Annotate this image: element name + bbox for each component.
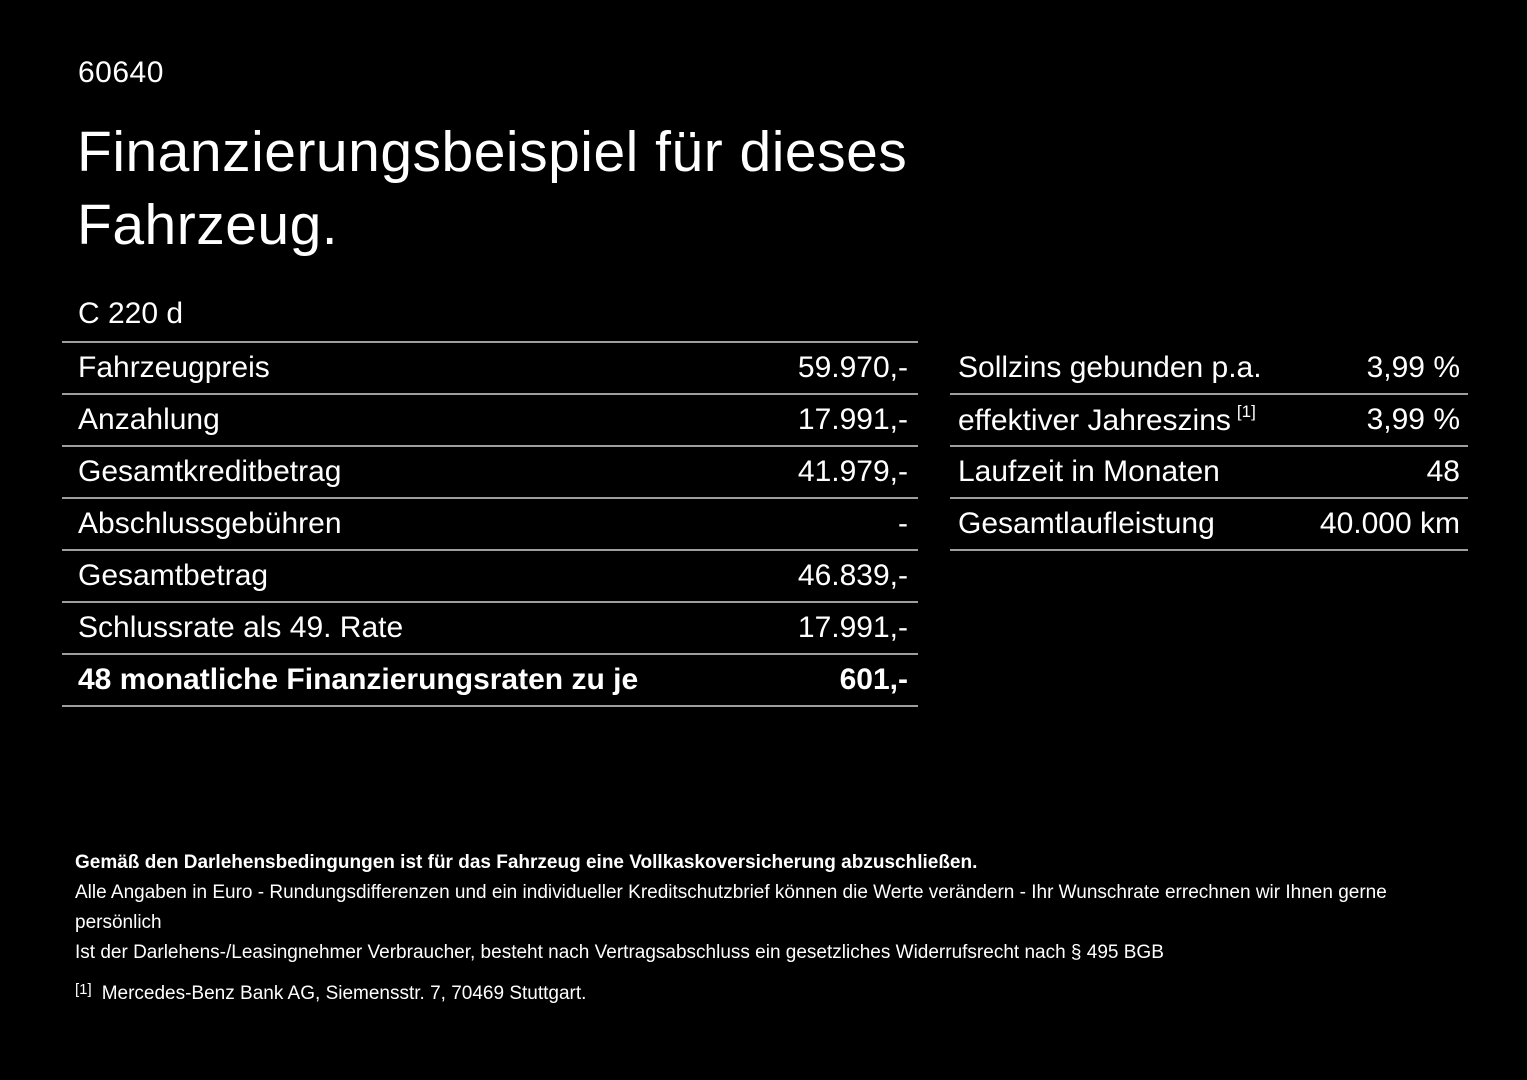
footnote-marker: [1] [1236, 402, 1256, 421]
finance-row-monthly-rate: 48 monatliche Finanzierungsraten zu je 6… [62, 655, 918, 707]
row-value: 59.970,- [797, 351, 908, 384]
row-value: 17.991,- [797, 403, 908, 436]
footnotes: Gemäß den Darlehensbedingungen ist für d… [75, 848, 1455, 1009]
finance-row-down-payment: Anzahlung 17.991,- [62, 395, 918, 447]
finance-row-total-credit: Gesamtkreditbetrag 41.979,- [62, 447, 918, 499]
disclaimer-note: Alle Angaben in Euro - Rundungsdifferenz… [75, 882, 1387, 933]
row-label: Abschlussgebühren [78, 507, 342, 540]
row-label: Sollzins gebunden p.a. [958, 351, 1262, 384]
page-title: Finanzierungsbeispiel für dieses Fahrzeug… [77, 116, 907, 262]
row-value: 3,99 % [1366, 351, 1460, 384]
footnote-marker: [1] [75, 981, 92, 998]
finance-row-vehicle-price: Fahrzeugpreis 59.970,- [62, 343, 918, 395]
condition-row-term-months: Laufzeit in Monaten 48 [950, 447, 1468, 499]
page-title-line1: Finanzierungsbeispiel für dieses [77, 120, 908, 184]
finance-row-closing-fees: Abschlussgebühren - [62, 499, 918, 551]
condition-row-nominal-interest: Sollzins gebunden p.a. 3,99 % [950, 343, 1468, 395]
row-value: 40.000 km [1319, 507, 1460, 540]
finance-table: Fahrzeugpreis 59.970,- Anzahlung 17.991,… [62, 341, 918, 707]
insurance-note: Gemäß den Darlehensbedingungen ist für d… [75, 852, 978, 873]
conditions-table: Sollzins gebunden p.a. 3,99 % effektiver… [950, 343, 1468, 551]
withdrawal-note: Ist der Darlehens-/Leasingnehmer Verbrau… [75, 942, 1164, 963]
finance-row-total-amount: Gesamtbetrag 46.839,- [62, 551, 918, 603]
model-name: C 220 d [78, 297, 184, 330]
row-label: Gesamtbetrag [78, 559, 269, 592]
row-label: Gesamtlaufleistung [958, 507, 1215, 540]
row-value: 46.839,- [797, 559, 908, 592]
page-title-line2: Fahrzeug. [77, 193, 339, 257]
row-value: 48 [1426, 455, 1460, 488]
finance-row-final-installment: Schlussrate als 49. Rate 17.991,- [62, 603, 918, 655]
row-label: effektiver Jahreszins [1] [958, 402, 1256, 438]
row-label: 48 monatliche Finanzierungsraten zu je [78, 663, 639, 696]
condition-row-total-mileage: Gesamtlaufleistung 40.000 km [950, 499, 1468, 551]
row-value: 17.991,- [797, 611, 908, 644]
row-label: Schlussrate als 49. Rate [78, 611, 404, 644]
offer-number: 60640 [78, 56, 164, 89]
condition-row-effective-interest: effektiver Jahreszins [1] 3,99 % [950, 395, 1468, 447]
row-label: Anzahlung [78, 403, 220, 436]
bank-footnote: [1] Mercedes-Benz Bank AG, Siemensstr. 7,… [75, 975, 1455, 1009]
row-label-text: effektiver Jahreszins [958, 404, 1231, 437]
row-label: Laufzeit in Monaten [958, 455, 1220, 488]
row-value: 601,- [839, 663, 908, 696]
row-value: 3,99 % [1366, 403, 1460, 436]
row-label: Gesamtkreditbetrag [78, 455, 342, 488]
row-value: - [898, 507, 908, 540]
row-label: Fahrzeugpreis [78, 351, 270, 384]
bank-footnote-text: Mercedes-Benz Bank AG, Siemensstr. 7, 70… [101, 983, 587, 1004]
row-value: 41.979,- [797, 455, 908, 488]
